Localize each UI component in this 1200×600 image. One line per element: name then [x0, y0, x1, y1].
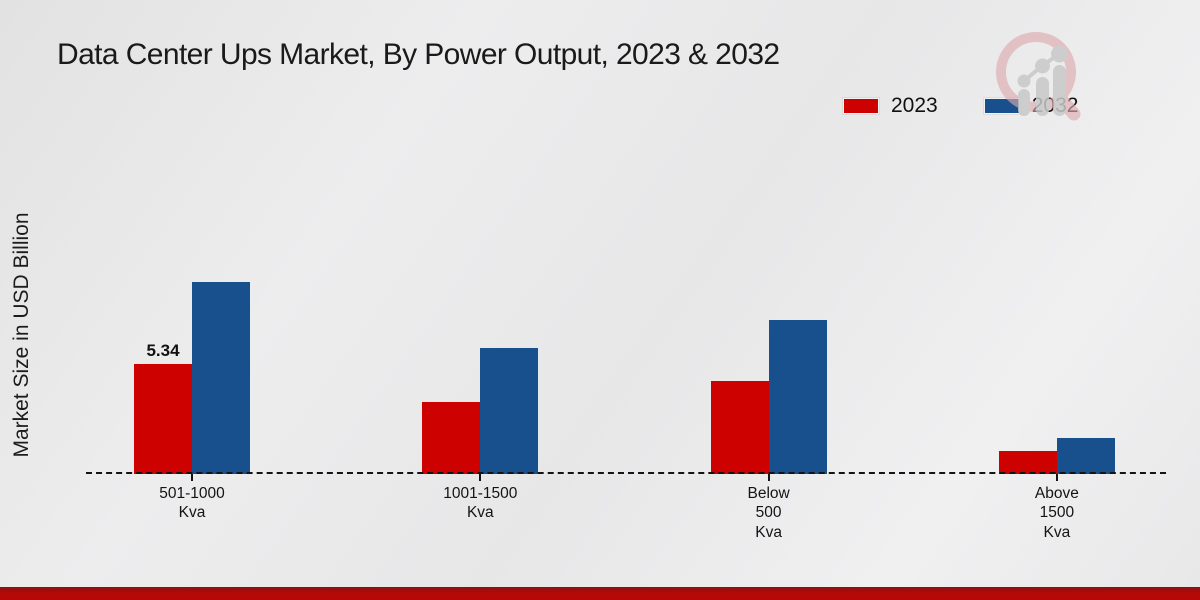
x-axis-category-label-2: 1001-1500 Kva: [443, 485, 518, 522]
legend-label-2023: 2023: [891, 94, 938, 117]
legend-swatch-2023: [843, 98, 879, 114]
bar-2023-group-3: [710, 381, 769, 474]
bar-2023-group-1: [134, 363, 192, 474]
x-axis-category-label-3: Below 500 Kva: [747, 485, 790, 541]
bar-2032-group-1: [192, 282, 250, 474]
x-axis-baseline: [86, 472, 1166, 474]
data-label-2023-group-1: 5.34: [146, 340, 180, 360]
legend-item-2023: 2023: [843, 94, 938, 118]
page-title: Data Center Ups Market, By Power Output,…: [57, 38, 780, 71]
magnifier-bar-chart-logo-icon: [996, 32, 1081, 121]
bar-2023-group-4: [998, 451, 1057, 474]
x-axis-tick-1: [191, 474, 193, 481]
x-axis-category-label-1: 501-1000 Kva: [159, 485, 225, 522]
bar-2032-group-3: [768, 319, 827, 474]
x-axis-tick-4: [1055, 474, 1058, 481]
x-axis-tick-2: [479, 474, 482, 481]
bar-2032-group-4: [1056, 437, 1115, 474]
bar-2023-group-2: [422, 401, 481, 474]
x-axis-tick-3: [767, 474, 770, 481]
x-axis-category-label-4: Above 1500 Kva: [1034, 485, 1079, 541]
bottom-accent-bar: [0, 587, 1200, 600]
bar-2032-group-2: [480, 348, 539, 474]
